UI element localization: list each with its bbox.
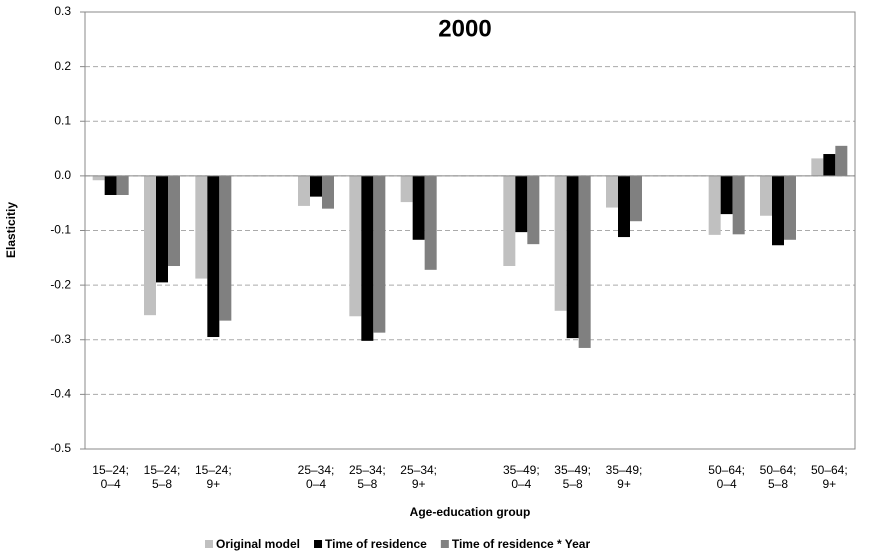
legend-swatch [440, 540, 449, 548]
bar [630, 175, 642, 222]
x-tick-label: 15–24; 5–8 [143, 463, 181, 491]
bar [720, 175, 733, 215]
x-tick-label: 50–64; 5–8 [759, 463, 797, 491]
bar [784, 175, 796, 240]
x-tick-label: 15–24; 0–4 [92, 463, 129, 491]
y-tick-label: -0.1 [50, 223, 71, 237]
bar [424, 175, 437, 270]
bar [168, 175, 180, 267]
plot-frame [84, 11, 856, 450]
x-tick-label: 35–49; 5–8 [554, 463, 591, 491]
bar [412, 175, 425, 240]
x-tick-label: 35–49; 0–4 [502, 463, 540, 491]
bar [618, 175, 630, 238]
bar [104, 175, 117, 195]
bar [772, 175, 784, 246]
bar [92, 175, 105, 181]
bar [207, 175, 220, 338]
bar [298, 175, 310, 206]
bar [156, 175, 168, 283]
bar [811, 158, 824, 176]
bar [554, 175, 567, 311]
x-tick-label: 25–34; 9+ [400, 463, 437, 491]
y-axis-title: Elasticitiy [4, 202, 18, 258]
legend-label: Original model [216, 537, 300, 551]
bar [116, 175, 129, 195]
bar [578, 175, 591, 348]
bar [708, 175, 721, 235]
legend-label: Time of residence * Year [452, 537, 591, 551]
bar [195, 175, 208, 279]
bar [310, 175, 322, 197]
bar [219, 175, 232, 321]
bar [400, 175, 413, 203]
bar [322, 175, 334, 209]
legend-swatch [205, 540, 213, 548]
bar [732, 175, 745, 235]
bar [361, 175, 374, 341]
bar [515, 175, 528, 233]
y-tick-label: -0.4 [50, 387, 71, 401]
x-tick-label: 25–34; 5–8 [348, 463, 386, 491]
bar [527, 175, 540, 245]
chart-title: 2000 [438, 15, 491, 42]
y-tick-label: 0.3 [54, 4, 71, 18]
bar [349, 175, 362, 317]
x-tick-label: 25–34; 0–4 [297, 463, 335, 491]
y-tick-label: 0.1 [54, 113, 71, 127]
bar [144, 175, 156, 316]
x-tick-label: 15–24; 9+ [194, 463, 232, 491]
x-tick-label: 50–64; 0–4 [708, 463, 745, 491]
bar [606, 175, 618, 208]
x-axis-title: Age-education group [410, 505, 531, 519]
bar [503, 175, 516, 267]
bar [760, 175, 772, 216]
bar [373, 175, 386, 333]
bar [823, 154, 836, 176]
x-tick-label: 35–49; 9+ [605, 463, 643, 491]
y-tick-label: -0.5 [50, 441, 71, 455]
legend-swatch [314, 540, 323, 548]
y-tick-label: -0.3 [50, 332, 71, 346]
x-tick-label: 50–64; 9+ [810, 463, 848, 491]
bar [835, 145, 848, 176]
legend-label: Time of residence [325, 537, 427, 551]
y-tick-label: 0.2 [54, 59, 71, 73]
bar [566, 175, 579, 339]
y-tick-label: 0.0 [54, 168, 71, 182]
y-tick-label: -0.2 [50, 277, 71, 291]
